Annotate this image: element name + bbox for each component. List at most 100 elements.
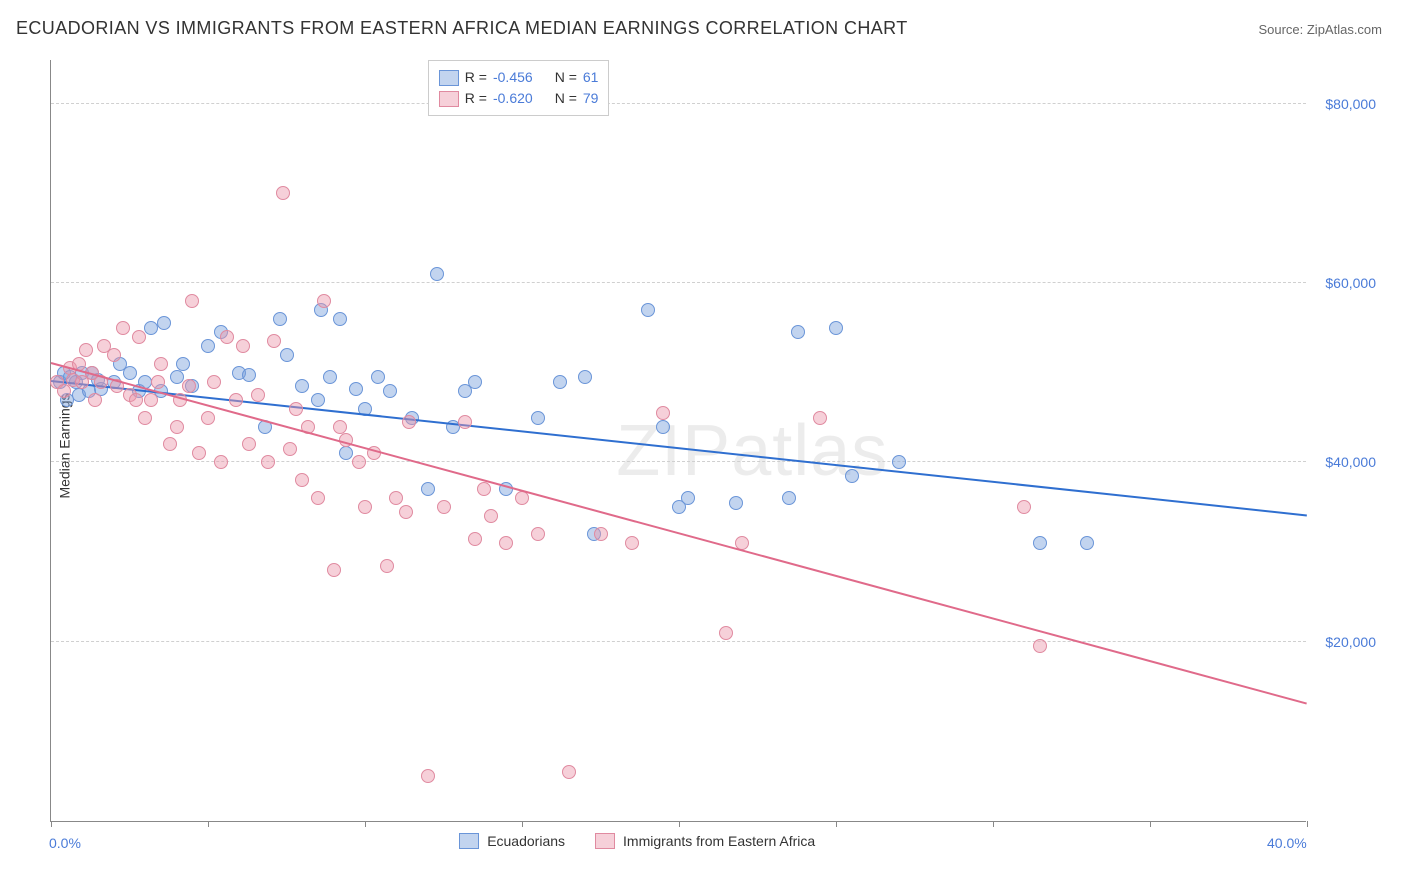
gridline <box>51 641 1306 642</box>
data-point <box>289 402 303 416</box>
gridline <box>51 103 1306 104</box>
correlation-legend: R =-0.456N =61R =-0.620N =79 <box>428 60 610 116</box>
legend-swatch <box>439 70 459 86</box>
data-point <box>1033 639 1047 653</box>
source-prefix: Source: <box>1258 22 1306 37</box>
y-tick-label: $20,000 <box>1325 634 1376 650</box>
data-point <box>79 343 93 357</box>
r-label: R = <box>465 88 487 109</box>
data-point <box>531 527 545 541</box>
x-tick <box>1150 821 1151 827</box>
data-point <box>656 406 670 420</box>
data-point <box>421 769 435 783</box>
series-label: Immigrants from Eastern Africa <box>623 833 815 849</box>
r-value: -0.456 <box>493 67 533 88</box>
data-point <box>251 388 265 402</box>
data-point <box>625 536 639 550</box>
data-point <box>380 559 394 573</box>
data-point <box>123 366 137 380</box>
gridline <box>51 282 1306 283</box>
data-point <box>499 536 513 550</box>
x-tick <box>993 821 994 827</box>
data-point <box>402 415 416 429</box>
x-tick <box>365 821 366 827</box>
correlation-legend-row: R =-0.456N =61 <box>439 67 599 88</box>
data-point <box>163 437 177 451</box>
data-point <box>144 393 158 407</box>
legend-swatch <box>595 833 615 849</box>
data-point <box>719 626 733 640</box>
series-legend: Ecuadorians Immigrants from Eastern Afric… <box>459 833 815 849</box>
y-tick-label: $80,000 <box>1325 96 1376 112</box>
data-point <box>484 509 498 523</box>
data-point <box>295 379 309 393</box>
data-point <box>176 357 190 371</box>
data-point <box>458 415 472 429</box>
data-point <box>430 267 444 281</box>
data-point <box>132 330 146 344</box>
data-point <box>157 316 171 330</box>
data-point <box>829 321 843 335</box>
data-point <box>273 312 287 326</box>
x-tick <box>1307 821 1308 827</box>
data-point <box>311 491 325 505</box>
series-legend-item: Ecuadorians <box>459 833 565 849</box>
data-point <box>207 375 221 389</box>
data-point <box>283 442 297 456</box>
data-point <box>170 370 184 384</box>
data-point <box>468 375 482 389</box>
data-point <box>352 455 366 469</box>
data-point <box>276 186 290 200</box>
data-point <box>349 382 363 396</box>
data-point <box>88 393 102 407</box>
series-label: Ecuadorians <box>487 833 565 849</box>
correlation-legend-row: R =-0.620N =79 <box>439 88 599 109</box>
data-point <box>242 437 256 451</box>
data-point <box>311 393 325 407</box>
data-point <box>229 393 243 407</box>
data-point <box>468 532 482 546</box>
data-point <box>813 411 827 425</box>
data-point <box>280 348 294 362</box>
r-label: R = <box>465 67 487 88</box>
series-legend-item: Immigrants from Eastern Africa <box>595 833 815 849</box>
data-point <box>371 370 385 384</box>
r-value: -0.620 <box>493 88 533 109</box>
data-point <box>791 325 805 339</box>
data-point <box>192 446 206 460</box>
data-point <box>214 455 228 469</box>
n-label: N = <box>555 67 577 88</box>
data-point <box>236 339 250 353</box>
plot-canvas: ZIPatlas $20,000$40,000$60,000$80,0000.0… <box>50 60 1306 822</box>
data-point <box>421 482 435 496</box>
data-point <box>562 765 576 779</box>
data-point <box>594 527 608 541</box>
chart-title: ECUADORIAN VS IMMIGRANTS FROM EASTERN AF… <box>16 18 908 39</box>
source-attribution: Source: ZipAtlas.com <box>1258 22 1382 37</box>
x-tick <box>522 821 523 827</box>
legend-swatch <box>439 91 459 107</box>
data-point <box>201 411 215 425</box>
x-tick-label: 0.0% <box>49 835 81 851</box>
data-point <box>641 303 655 317</box>
data-point <box>383 384 397 398</box>
data-point <box>531 411 545 425</box>
data-point <box>578 370 592 384</box>
data-point <box>323 370 337 384</box>
data-point <box>656 420 670 434</box>
data-point <box>327 563 341 577</box>
x-tick-label: 40.0% <box>1267 835 1307 851</box>
chart-header: ECUADORIAN VS IMMIGRANTS FROM EASTERN AF… <box>0 0 1406 45</box>
plot-area: ZIPatlas $20,000$40,000$60,000$80,0000.0… <box>50 60 1306 822</box>
data-point <box>129 393 143 407</box>
data-point <box>107 348 121 362</box>
data-point <box>151 375 165 389</box>
data-point <box>170 420 184 434</box>
data-point <box>477 482 491 496</box>
data-point <box>242 368 256 382</box>
data-point <box>138 411 152 425</box>
data-point <box>845 469 859 483</box>
gridline <box>51 461 1306 462</box>
x-tick <box>679 821 680 827</box>
data-point <box>116 321 130 335</box>
